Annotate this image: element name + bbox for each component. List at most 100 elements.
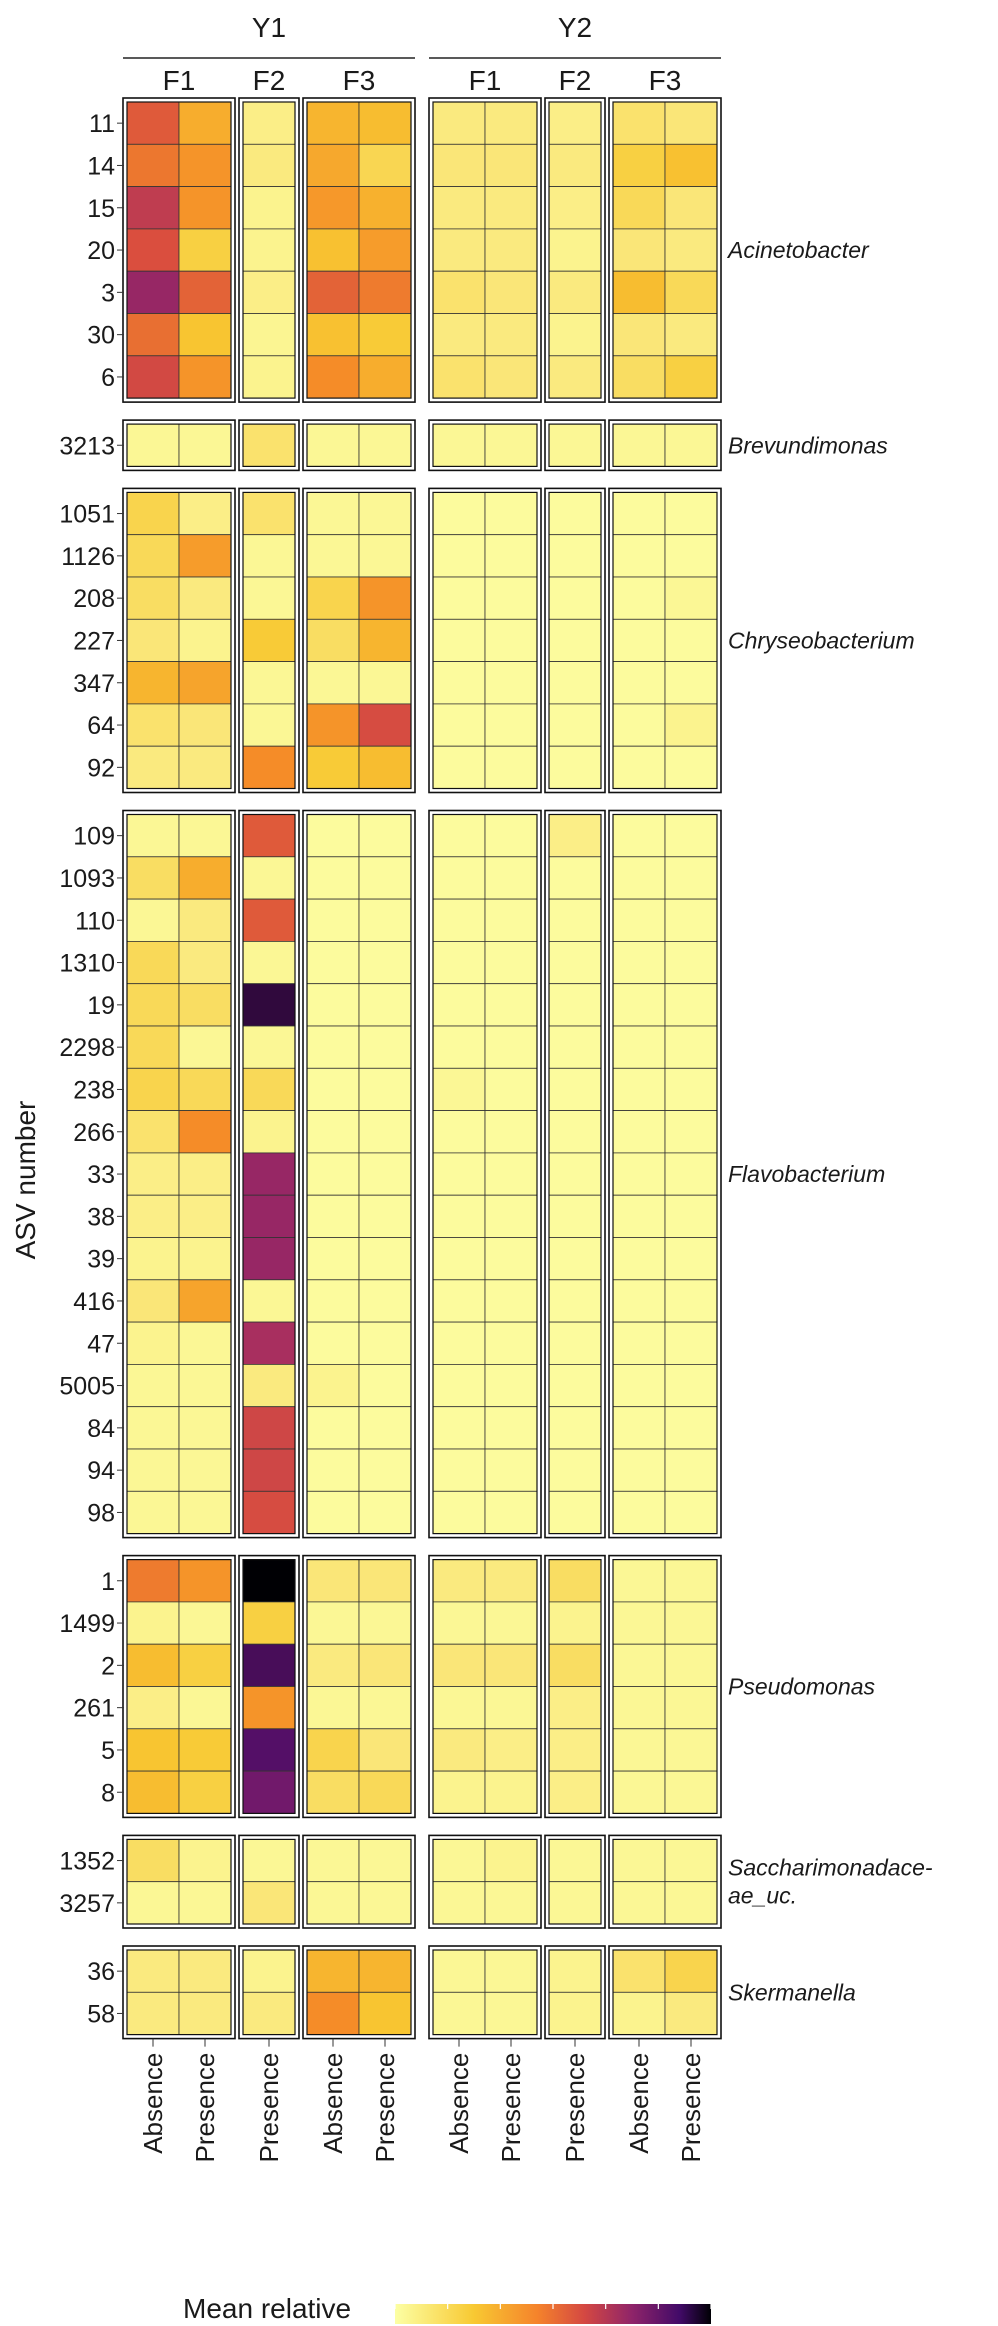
heatmap-cell [664, 618, 718, 662]
heatmap-cell [484, 101, 538, 145]
heatmap-cell [664, 941, 718, 985]
heatmap-cell [612, 1770, 666, 1814]
heatmap-cell [432, 1194, 486, 1238]
heatmap-cell [178, 1110, 232, 1154]
heatmap-cell [126, 618, 180, 662]
heatmap-cell [178, 1686, 232, 1730]
genus-label-chryseobacterium: Chryseobacterium [728, 627, 915, 653]
heatmap-cell [358, 703, 412, 747]
heatmap-cell [358, 1194, 412, 1238]
heatmap-cell [484, 186, 538, 230]
heatmap-cell [358, 1279, 412, 1323]
heatmap-cell [664, 423, 718, 467]
group-label-y1-f1: F1 [163, 65, 196, 96]
heatmap-cell [664, 186, 718, 230]
heatmap-cell [664, 491, 718, 536]
heatmap-cell [612, 101, 666, 145]
heatmap-cell [612, 313, 666, 357]
legend: Mean relative [183, 2293, 712, 2324]
panel-border [428, 1554, 542, 1819]
heatmap-cell [358, 228, 412, 272]
heatmap-cell [612, 576, 666, 620]
heatmap-cell [664, 1559, 718, 1603]
row-label-asv-5: 5 [101, 1737, 115, 1765]
heatmap-cell [242, 1643, 296, 1687]
panel-inner-border [126, 101, 232, 399]
heatmap-cell [664, 355, 718, 399]
panel-border [302, 97, 416, 403]
heatmap-cell [612, 1152, 666, 1196]
heatmap-cell [484, 941, 538, 985]
heatmap-cell [306, 941, 360, 985]
heatmap-cell [126, 1279, 180, 1323]
row-label-asv-19: 19 [87, 992, 115, 1020]
heatmap-cell [126, 1110, 180, 1154]
panel-inner-border [126, 1949, 232, 2036]
panel-inner-border [306, 423, 412, 468]
row-label-asv-15: 15 [87, 195, 115, 223]
heatmap-cell [548, 941, 602, 985]
heatmap-cell [548, 703, 602, 747]
heatmap-cell [242, 534, 296, 578]
heatmap-cell [664, 534, 718, 578]
heatmap-cell [548, 1067, 602, 1112]
row-label-asv-208: 208 [73, 585, 115, 613]
heatmap-cell [126, 1643, 180, 1687]
heatmap-cell [126, 898, 180, 942]
panel-inner-border [548, 813, 602, 1535]
heatmap-cell [432, 270, 486, 314]
heatmap-cell [484, 1237, 538, 1281]
panel-border [608, 1834, 722, 1929]
heatmap-cell [612, 270, 666, 314]
heatmap-cell [178, 1152, 232, 1196]
panel-inner-border [548, 101, 602, 399]
heatmap-cell [242, 1686, 296, 1730]
heatmap-cell [484, 1025, 538, 1069]
heatmap-cell [484, 534, 538, 578]
heatmap-cell [484, 1686, 538, 1730]
heatmap-cell [178, 313, 232, 357]
heatmap-cell [306, 1490, 360, 1535]
heatmap-cell [126, 186, 180, 230]
heatmap-cell [242, 1194, 296, 1238]
panel-inner-border [306, 491, 412, 790]
heatmap-cell [548, 313, 602, 357]
heatmap-cell [358, 898, 412, 942]
heatmap-cell [664, 1949, 718, 1993]
heatmap-cell [306, 101, 360, 145]
heatmap-cell [548, 1881, 602, 1925]
heatmap-cell [242, 983, 296, 1027]
row-label-asv-3: 3 [101, 279, 115, 307]
heatmap-cell [484, 576, 538, 620]
heatmap-cell [126, 423, 180, 467]
row-label-asv-1093: 1093 [59, 865, 115, 893]
heatmap-cell [484, 1067, 538, 1112]
row-label-asv-2298: 2298 [59, 1034, 115, 1062]
panel-inner-border [306, 1558, 412, 1814]
heatmap-cell [358, 1448, 412, 1492]
heatmap-cell [484, 1991, 538, 2036]
heatmap-cell [358, 1025, 412, 1069]
row-label-asv-1352: 1352 [59, 1848, 115, 1876]
heatmap-cell [612, 1686, 666, 1730]
row-label-asv-347: 347 [73, 670, 115, 698]
panel-inner-border [548, 1558, 602, 1814]
heatmap-cell [126, 661, 180, 705]
heatmap-cell [358, 534, 412, 578]
row-label-asv-1126: 1126 [61, 543, 115, 571]
heatmap-cell [664, 1194, 718, 1238]
heatmap-cell [484, 1490, 538, 1535]
heatmap-cell [548, 101, 602, 145]
panel-border [428, 1834, 542, 1929]
heatmap-cell [484, 1364, 538, 1408]
heatmap-cell [126, 1949, 180, 1993]
heatmap-cell [306, 1364, 360, 1408]
heatmap-cell [178, 661, 232, 705]
heatmap-cell [612, 1490, 666, 1535]
heatmap-cell [664, 1728, 718, 1772]
heatmap-cell [432, 1601, 486, 1645]
panel-border [544, 1834, 606, 1929]
heatmap-cell [178, 491, 232, 536]
heatmap-cell [306, 898, 360, 942]
row-label-asv-110: 110 [75, 907, 115, 935]
